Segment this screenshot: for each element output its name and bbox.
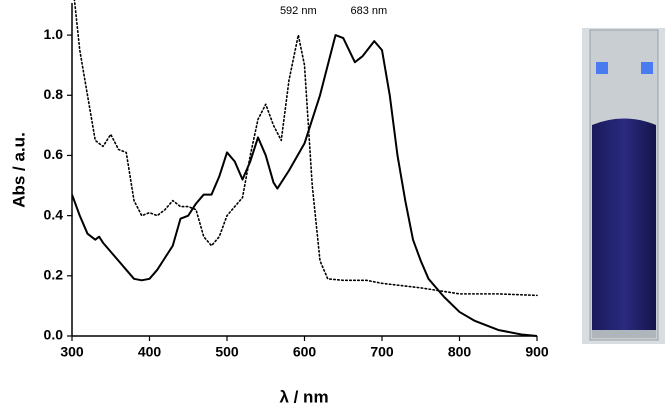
y-tick-label: 0.0 (44, 327, 64, 343)
y-tick-label: 0.6 (44, 146, 64, 162)
x-tick-label: 500 (215, 344, 239, 360)
y-tick-label: 0.4 (44, 206, 64, 222)
x-tick-label: 800 (448, 344, 472, 360)
x-tick-label: 400 (138, 344, 162, 360)
x-tick-label: 300 (60, 344, 84, 360)
y-axis-label: Abs / a.u. (9, 132, 28, 208)
axes: 0.0 0.2 0.4 0.6 0.8 1.0 300 400 500 600 700 800 900 5… (44, 0, 549, 360)
cuvette-photo (582, 28, 665, 344)
annotation: 683 nm (350, 5, 387, 17)
cuvette-label (596, 62, 608, 74)
annotation: 592 nm (280, 5, 317, 17)
x-axis-label: λ / nm (279, 387, 328, 406)
y-tick-label: 1.0 (44, 26, 64, 42)
x-tick-label: 900 (525, 344, 549, 360)
x-tick-label: 600 (293, 344, 317, 360)
y-tick-label: 0.8 (44, 86, 64, 102)
spectrum-line (73, 0, 538, 297)
cuvette-base (592, 330, 656, 338)
cuvette-label (641, 62, 653, 74)
y-tick-label: 0.2 (44, 267, 64, 283)
cuvette-liquid (592, 118, 656, 330)
plot-area (72, 0, 538, 337)
x-tick-label: 700 (370, 344, 394, 360)
spectrum-line (72, 34, 538, 337)
